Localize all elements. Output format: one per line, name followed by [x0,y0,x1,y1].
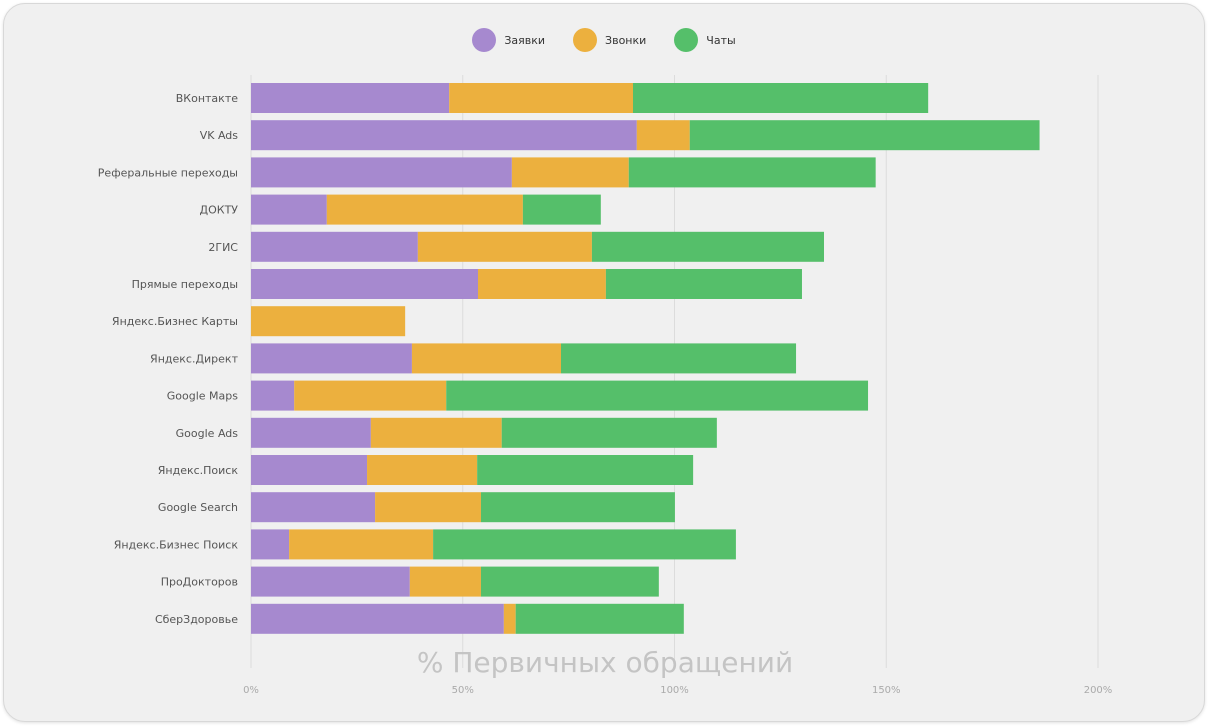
legend-label: Заявки [504,33,546,47]
category-label: 2ГИС [208,241,238,254]
bar-segment [251,157,512,188]
category-label: Google Maps [167,390,239,403]
category-label: ВКонтакте [176,92,238,105]
bar-segment [251,455,368,485]
bar-segment [251,603,504,634]
bar-segment [251,529,290,560]
bar-segment [251,269,478,299]
bar-segment [477,269,606,299]
category-label: ПроДокторов [161,576,238,589]
category-label: Google Search [158,501,238,514]
x-tick-label: 0% [243,685,259,696]
category-label: Прямые переходы [132,278,238,291]
bar-segment [522,194,601,225]
category-label: Яндекс.Поиск [158,464,239,477]
bar-segment [477,455,694,485]
x-tick-label: 50% [452,685,474,696]
bar-segment [632,83,929,113]
bar-segment [511,157,629,188]
bar-segment [689,120,1040,151]
bar-segment [251,120,637,151]
legend-dot [573,28,598,52]
bar-segment [480,566,659,597]
bar-segment [411,343,562,374]
bar-segment [501,417,717,448]
bar-segment [367,455,478,485]
bar-segment [417,231,592,262]
bar-segment [251,194,327,225]
category-label: Google Ads [176,427,239,440]
legend-item-calls[interactable]: Звонки [573,28,646,52]
bar-segment [503,603,516,634]
legend-label: Чаты [706,33,736,47]
category-label: Яндекс.Бизнес Поиск [114,538,239,551]
category-label: Яндекс.Директ [150,352,239,365]
legend-dot [472,28,497,52]
legend-item-requests[interactable]: Заявки [472,28,545,52]
category-label: СберЗдоровье [155,613,238,626]
x-tick-label: 200% [1084,685,1113,696]
bar-segment [409,566,481,597]
legend-dot [674,28,699,52]
bar-segment [251,231,418,262]
bar-segment [370,417,502,448]
bar-segment [480,492,675,523]
bar-segment [251,566,410,597]
x-tick-label: 100% [660,685,689,696]
bar-segment [433,529,736,560]
bar-segment [515,603,684,634]
category-label: Реферальные переходы [98,166,238,179]
x-tick-label: 150% [872,685,901,696]
bar-segment [446,380,869,411]
bar-segment [628,157,876,188]
bar-segment [561,343,797,374]
legend-item-chats[interactable]: Чаты [674,28,736,52]
x-axis-label: % Первичных обращений [417,646,793,679]
category-label: Яндекс.Бизнес Карты [112,315,238,328]
bar-segment [251,380,295,411]
bar-segment [449,83,633,113]
bar-segment [591,231,824,262]
category-label: VK Ads [200,129,239,142]
bar-segment [289,529,434,560]
bar-segment [326,194,523,225]
bar-segment [251,492,376,523]
category-label: ДОКТУ [200,204,239,217]
bar-segment [251,306,406,337]
bar-segment [605,269,802,299]
bar-segment [251,83,450,113]
bar-segment [636,120,690,151]
bar-segment [375,492,481,523]
legend-label: Звонки [605,33,647,47]
legend: Заявки Звонки Чаты [0,28,1208,52]
bar-segment [251,343,412,374]
bar-segment [294,380,447,411]
bar-segment [251,417,371,448]
